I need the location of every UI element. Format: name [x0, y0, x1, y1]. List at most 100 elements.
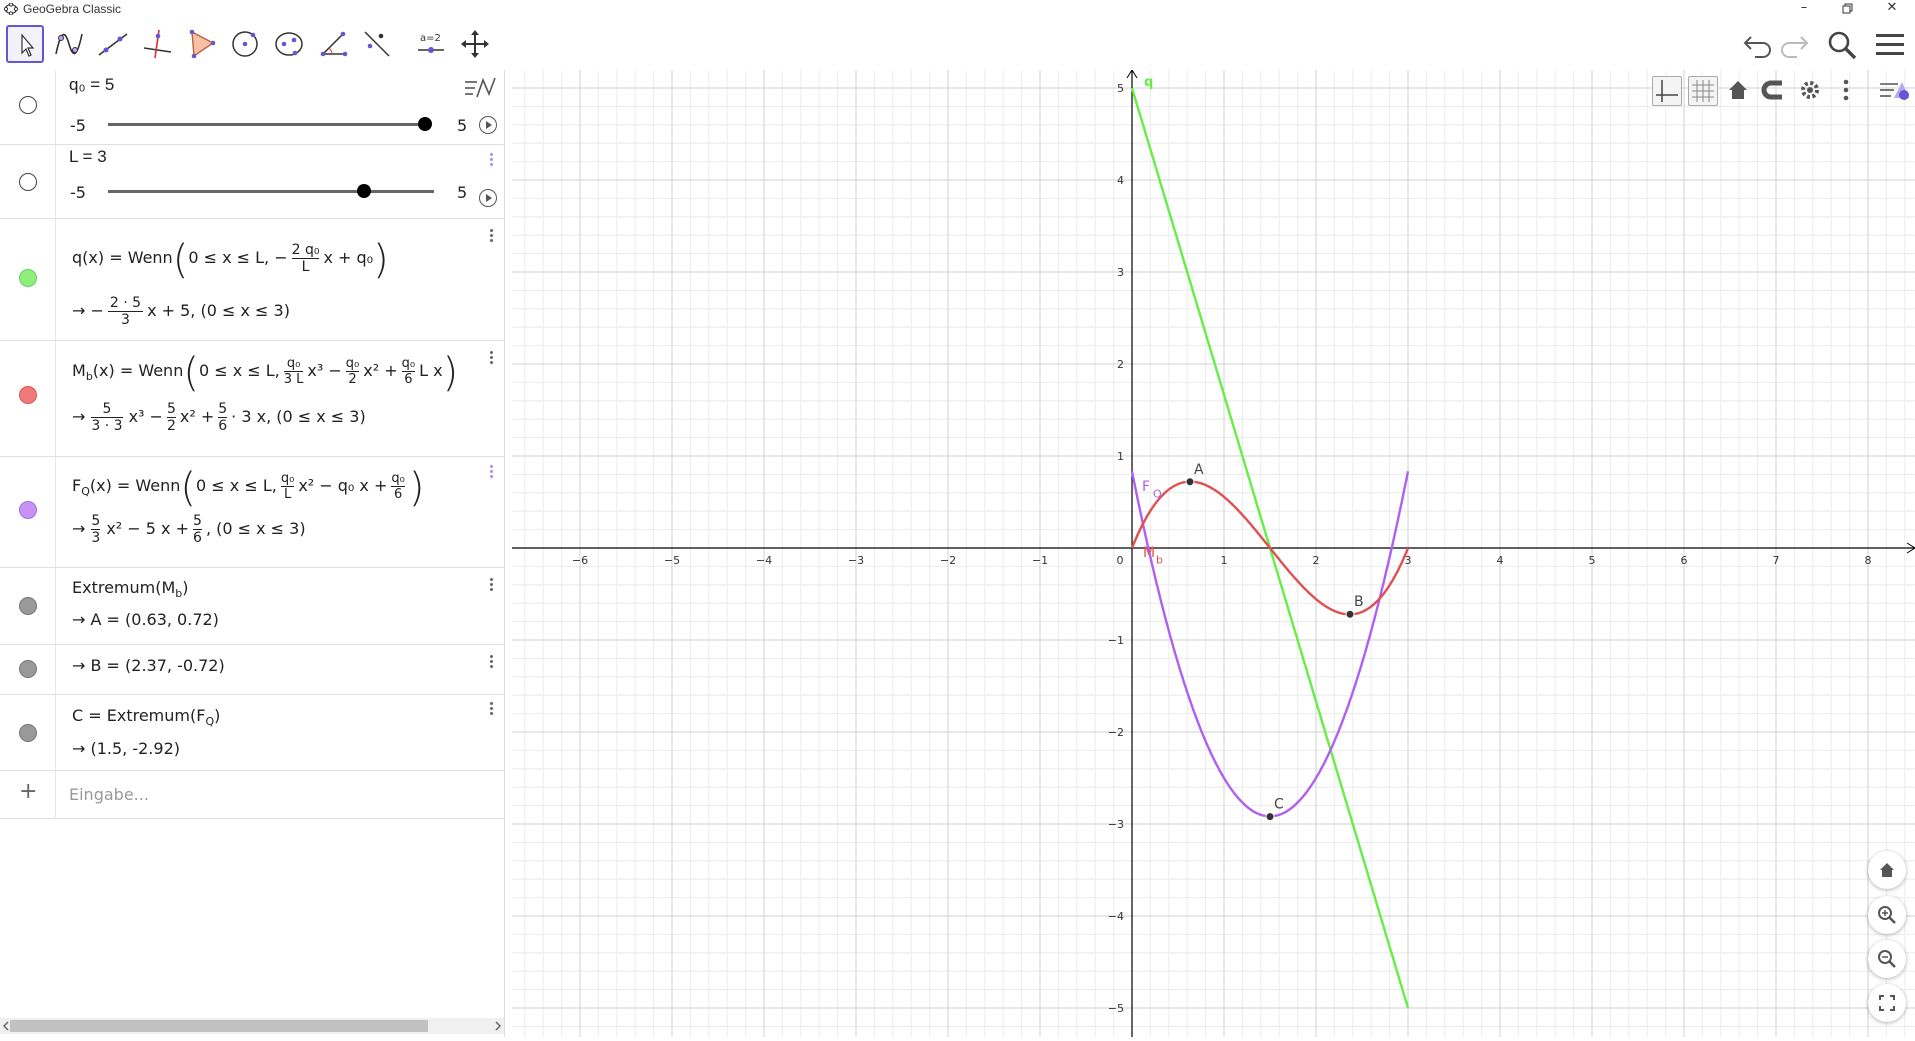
- polygon-tool-button[interactable]: [182, 25, 220, 63]
- move-graphics-tool-button[interactable]: [456, 25, 494, 63]
- algebra-input-field[interactable]: Eingabe...: [69, 785, 149, 804]
- algebra-row-q0[interactable]: q₀ = 5 -5 5: [0, 70, 504, 145]
- label-q: q: [1144, 75, 1153, 90]
- more-vertical-icon: [1843, 79, 1849, 101]
- more-options-icon[interactable]: [488, 700, 494, 717]
- more-options-icon[interactable]: [488, 653, 494, 670]
- y-tick-label: 2: [1117, 358, 1124, 371]
- visibility-toggle[interactable]: [19, 724, 37, 742]
- play-animation-icon[interactable]: [479, 116, 497, 134]
- circle-icon: [232, 31, 258, 57]
- y-tick-label: 3: [1117, 266, 1124, 279]
- graphics-settings-button[interactable]: [1796, 76, 1826, 106]
- style-bar-toggle-button[interactable]: [1878, 76, 1909, 106]
- svg-text:a=2: a=2: [420, 33, 441, 44]
- algebra-row-C[interactable]: C = Extremum(FQ) → (1.5, -2.92): [0, 695, 504, 771]
- more-options-icon[interactable]: [488, 227, 494, 244]
- y-tick-label: 1: [1117, 450, 1124, 463]
- point-label-A: A: [1194, 462, 1204, 478]
- algebra-input-tools-button[interactable]: [463, 76, 497, 104]
- slider-handle-L[interactable]: [357, 184, 371, 198]
- slider-track-q0[interactable]: [108, 123, 426, 126]
- main-menu-button[interactable]: [1874, 29, 1906, 63]
- move-tool-button[interactable]: [6, 25, 44, 63]
- circle-tool-button[interactable]: [226, 25, 264, 63]
- close-window-button[interactable]: ✕: [1886, 0, 1898, 15]
- result-point-A: → A = (0.63, 0.72): [72, 610, 219, 629]
- search-button[interactable]: [1826, 29, 1858, 65]
- x-tick-label: 4: [1497, 554, 1504, 567]
- more-options-icon[interactable]: [488, 349, 494, 366]
- label-Mb: M: [1143, 545, 1155, 561]
- window-title: GeoGebra Classic: [23, 2, 122, 16]
- graphics-more-button[interactable]: [1832, 76, 1862, 106]
- graphics-view[interactable]: −6 −5 −4 −3 −2 −1 0 1 2 3 4 5 6 7 8 5 4 3 2 1 −1 −2 −3 −4 −5 q F Q M…: [512, 69, 1915, 1037]
- magnet-icon: [1761, 80, 1782, 100]
- undo-button[interactable]: [1741, 29, 1775, 63]
- reflect-tool-button[interactable]: [358, 25, 396, 63]
- result-FQ: → 5 3 x² − 5 x +5 6, (0 ≤ x ≤ 3): [72, 513, 306, 546]
- x-tick-label: −4: [756, 554, 772, 567]
- function-tool-button[interactable]: [50, 25, 88, 63]
- more-options-icon[interactable]: [488, 463, 494, 480]
- more-options-icon[interactable]: [488, 151, 494, 168]
- y-tick-label: 5: [1117, 82, 1124, 95]
- slider-max-q0: 5: [457, 116, 468, 135]
- perpendicular-tool-button[interactable]: [138, 25, 176, 63]
- minimize-button[interactable]: –: [1800, 0, 1808, 15]
- point-capturing-button[interactable]: [1760, 76, 1790, 106]
- show-axes-button[interactable]: [1652, 76, 1682, 106]
- fullscreen-button[interactable]: [1868, 984, 1906, 1022]
- standard-view-button[interactable]: [1724, 76, 1754, 106]
- visibility-toggle[interactable]: [19, 173, 37, 191]
- visibility-toggle[interactable]: [19, 597, 37, 615]
- zoom-in-button[interactable]: [1868, 896, 1906, 934]
- label-FQ-sub: Q: [1153, 487, 1162, 500]
- play-animation-icon[interactable]: [479, 189, 497, 207]
- more-options-icon[interactable]: [488, 576, 494, 593]
- line-tool-button[interactable]: [94, 25, 132, 63]
- visibility-toggle[interactable]: [19, 96, 37, 114]
- redo-icon: [1781, 36, 1809, 58]
- slider-handle-q0[interactable]: [418, 117, 432, 131]
- y-tick-label: −3: [1108, 818, 1124, 831]
- definition-C: C = Extremum(FQ): [72, 706, 221, 729]
- slider-icon: a=2: [418, 33, 444, 53]
- redo-button[interactable]: [1777, 29, 1811, 63]
- function-FQ-curve: [1130, 471, 1410, 818]
- visibility-toggle[interactable]: [19, 386, 37, 404]
- zoom-out-button[interactable]: [1868, 940, 1906, 978]
- add-icon[interactable]: +: [19, 779, 38, 804]
- y-tick-label: −2: [1108, 726, 1124, 739]
- x-tick-label: 7: [1773, 554, 1780, 567]
- algebra-row-L[interactable]: L = 3 -5 5: [0, 145, 504, 219]
- visibility-toggle[interactable]: [19, 501, 37, 519]
- slider-tool-button[interactable]: a=2: [412, 25, 450, 63]
- point-A: [1185, 477, 1195, 487]
- point-label-C: C: [1274, 797, 1284, 813]
- slider-track-L[interactable]: [108, 190, 434, 193]
- angle-tool-button[interactable]: [314, 25, 352, 63]
- restore-button[interactable]: [1826, 0, 1870, 18]
- show-grid-button[interactable]: [1688, 76, 1718, 106]
- ellipse-icon: [275, 32, 303, 56]
- standard-view-fab[interactable]: [1868, 851, 1906, 889]
- graph-canvas[interactable]: −6 −5 −4 −3 −2 −1 0 1 2 3 4 5 6 7 8 5 4 3 2 1 −1 −2 −3 −4 −5 q F Q M…: [512, 69, 1915, 1037]
- ellipse-tool-button[interactable]: [270, 25, 308, 63]
- scrollbar-thumb[interactable]: [10, 1020, 428, 1032]
- visibility-toggle[interactable]: [19, 269, 37, 287]
- algebra-row-extremum-Mb[interactable]: Extremum(Mb) → A = (0.63, 0.72): [0, 568, 504, 645]
- algebra-row-B[interactable]: → B = (2.37, -0.72): [0, 645, 504, 695]
- x-tick-label: 3: [1405, 554, 1412, 567]
- algebra-settings-icon: [465, 77, 496, 98]
- graphics-style-bar: [1652, 72, 1915, 110]
- visibility-toggle[interactable]: [19, 660, 37, 678]
- algebra-input-row[interactable]: + Eingabe...: [0, 771, 504, 819]
- x-tick-label: −5: [664, 554, 680, 567]
- slider-label-q0: q₀ = 5: [69, 75, 115, 94]
